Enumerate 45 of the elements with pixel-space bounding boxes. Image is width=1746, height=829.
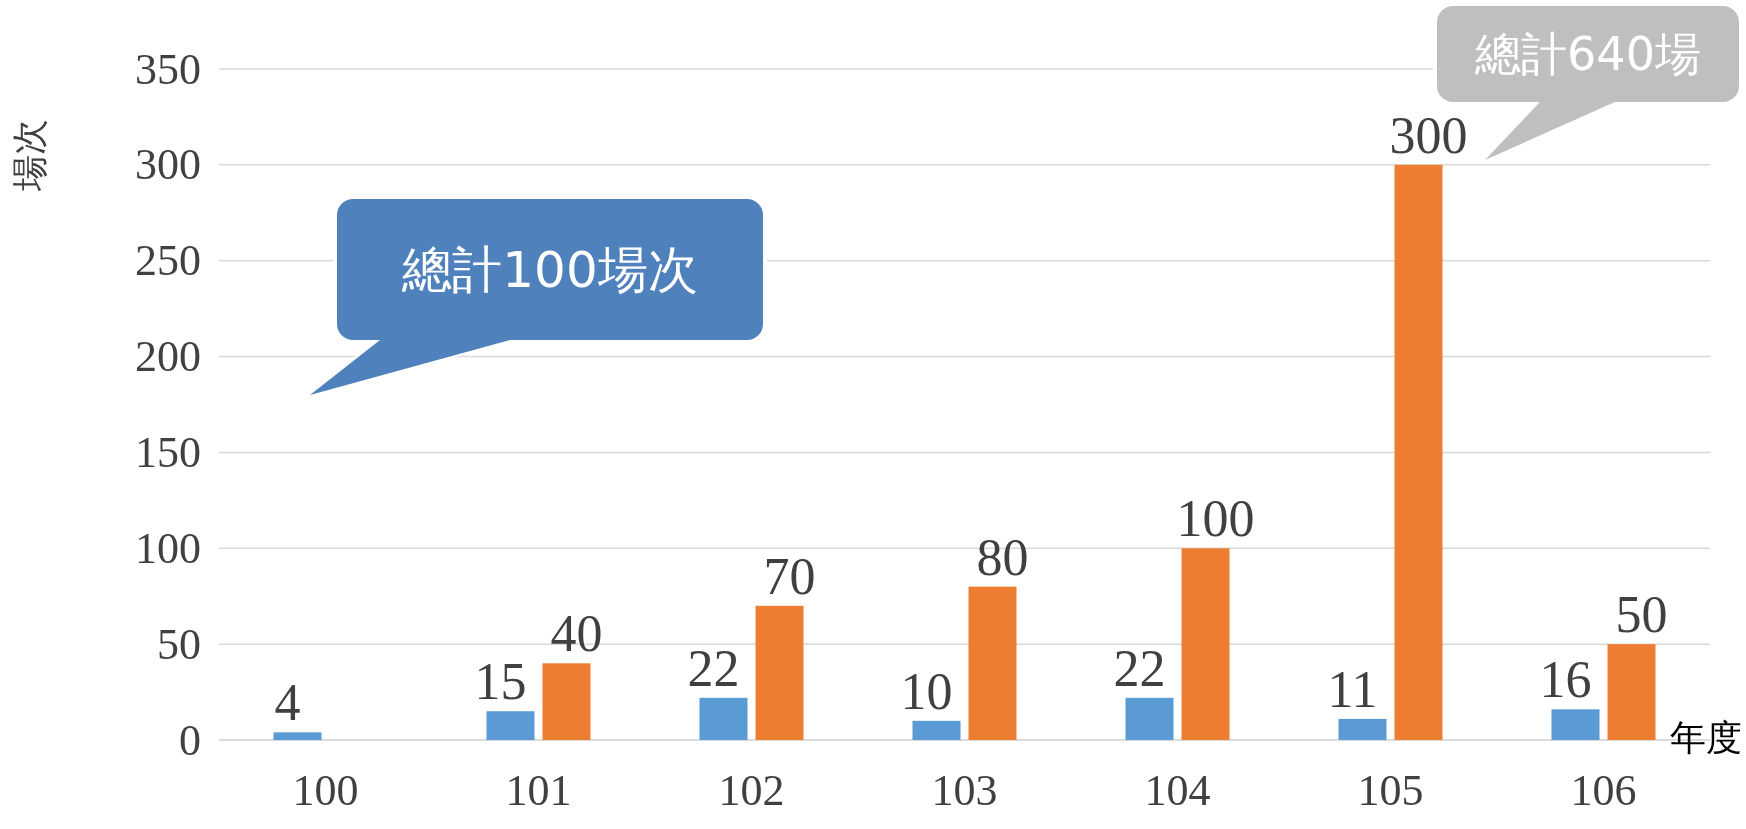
x-tick-label: 105 <box>1357 766 1424 815</box>
bar <box>912 720 961 740</box>
data-label: 50 <box>1615 586 1668 644</box>
y-tick-label: 0 <box>179 715 201 765</box>
bar <box>1551 709 1600 740</box>
bar <box>486 711 535 740</box>
x-tick-label: 104 <box>1144 766 1211 815</box>
bar <box>1607 644 1656 740</box>
y-axis-title: 場次 <box>10 119 50 192</box>
data-label: 22 <box>687 639 740 697</box>
bar <box>542 663 591 740</box>
bar <box>273 732 322 740</box>
bar <box>699 697 748 740</box>
data-label: 70 <box>763 547 816 605</box>
x-tick-label: 102 <box>718 766 785 815</box>
data-label: 4 <box>274 674 301 732</box>
y-tick-label: 250 <box>135 236 201 286</box>
data-label: 40 <box>550 605 603 663</box>
y-tick-label: 350 <box>135 44 201 94</box>
annotation: 總計100場次 <box>401 240 698 299</box>
data-label: 16 <box>1539 651 1592 709</box>
data-label: 100 <box>1176 490 1255 548</box>
bar <box>1181 548 1230 740</box>
y-tick-label: 300 <box>135 140 201 190</box>
bar <box>755 605 804 740</box>
data-label: 15 <box>474 653 527 711</box>
y-tick-label: 200 <box>135 332 201 382</box>
bar <box>1394 164 1443 740</box>
x-tick-label: 100 <box>292 766 359 815</box>
data-label: 11 <box>1327 660 1378 718</box>
y-tick-label: 50 <box>157 619 201 669</box>
data-label: 10 <box>900 662 953 720</box>
x-axis-title: 年度 <box>1670 718 1742 758</box>
y-tick-label: 150 <box>135 427 201 477</box>
x-tick-label: 106 <box>1570 766 1637 815</box>
x-tick-label: 101 <box>505 766 572 815</box>
bar <box>1125 697 1174 740</box>
annotation: 總計640場 <box>1474 27 1701 81</box>
y-tick-label: 100 <box>135 523 201 573</box>
bar <box>1338 718 1387 740</box>
data-label: 22 <box>1113 639 1166 697</box>
data-label: 80 <box>976 528 1029 586</box>
bar <box>968 586 1017 740</box>
data-label: 300 <box>1389 106 1468 164</box>
x-tick-label: 103 <box>931 766 998 815</box>
